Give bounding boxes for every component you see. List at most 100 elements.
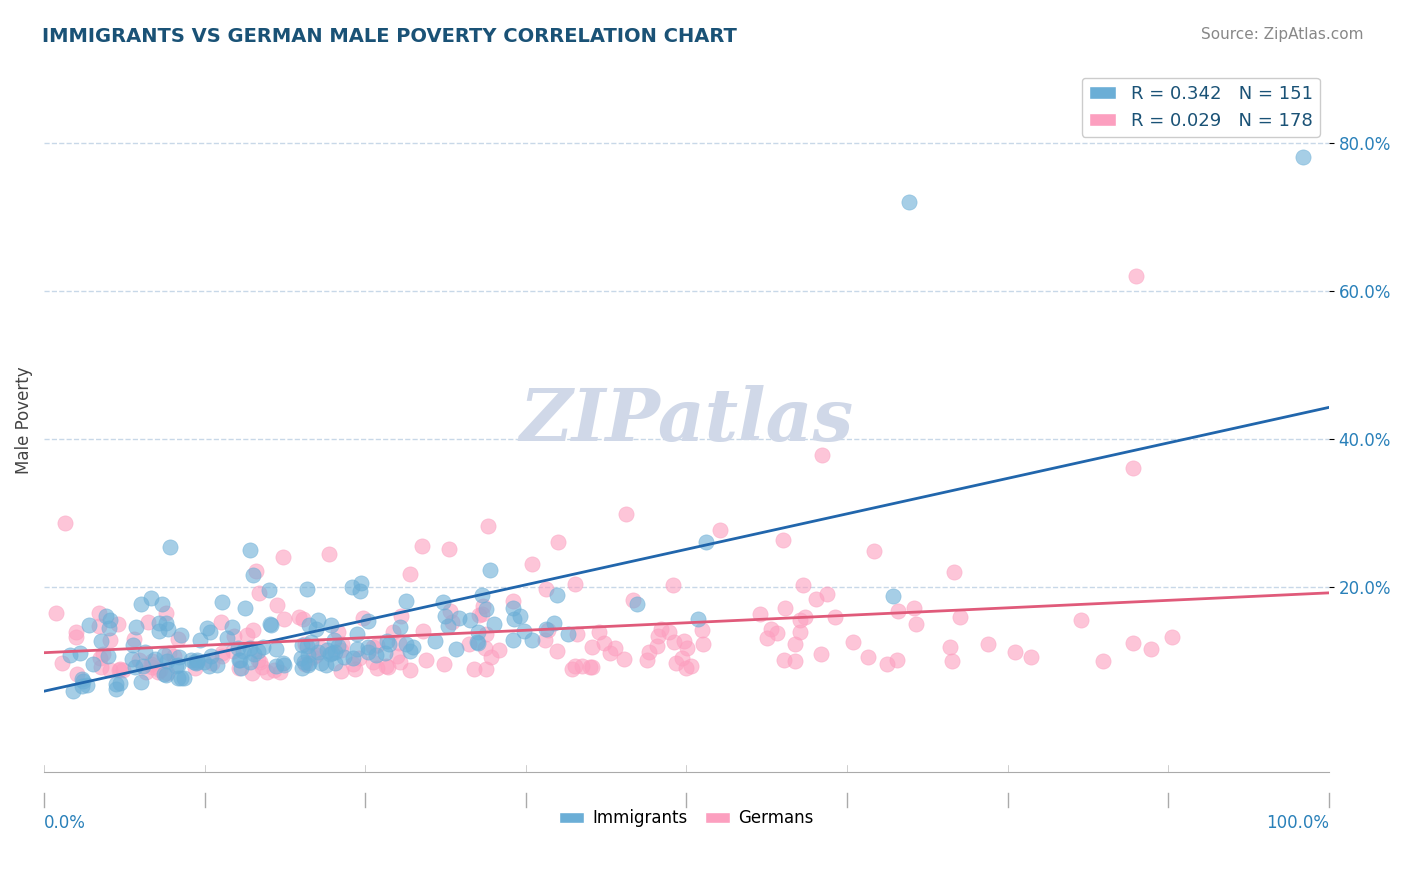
Point <box>98 613 121 627</box>
Point <box>125 620 148 634</box>
Point <box>564 658 586 673</box>
Point <box>200 648 222 663</box>
Point <box>156 665 179 680</box>
Point <box>1091 654 1114 668</box>
Point <box>309 640 332 655</box>
Point <box>411 540 433 554</box>
Point <box>1122 636 1144 650</box>
Point <box>319 618 342 632</box>
Point <box>167 649 190 664</box>
Point <box>45 606 67 620</box>
Point <box>882 590 904 604</box>
Point <box>557 627 579 641</box>
Point <box>773 600 796 615</box>
Point <box>503 612 526 626</box>
Point <box>65 630 87 644</box>
Point <box>366 638 388 652</box>
Point <box>290 651 312 665</box>
Point <box>1019 650 1042 665</box>
Point <box>333 649 356 664</box>
Point <box>167 632 190 646</box>
Point <box>675 641 697 656</box>
Point <box>475 602 498 616</box>
Point <box>686 612 709 626</box>
Point <box>636 653 658 667</box>
Point <box>876 657 898 671</box>
Point <box>236 628 259 642</box>
Point <box>941 654 963 668</box>
Point <box>374 647 396 661</box>
Point <box>897 194 920 209</box>
Point <box>157 622 180 636</box>
Point <box>211 649 233 664</box>
Point <box>183 655 205 669</box>
Point <box>665 657 688 671</box>
Point <box>388 635 411 649</box>
Point <box>357 645 380 659</box>
Point <box>231 660 253 674</box>
Point <box>250 660 273 674</box>
Point <box>471 588 494 602</box>
Point <box>449 610 471 624</box>
Point <box>295 639 318 653</box>
Point <box>264 659 287 673</box>
Point <box>647 629 669 643</box>
Point <box>302 650 325 665</box>
Point <box>242 623 264 637</box>
Point <box>579 660 602 674</box>
Point <box>66 666 89 681</box>
Point <box>439 541 461 556</box>
Point <box>155 668 177 682</box>
Point <box>96 609 118 624</box>
Point <box>167 671 190 685</box>
Point <box>51 656 73 670</box>
Point <box>105 681 128 696</box>
Point <box>325 656 347 670</box>
Point <box>98 663 121 677</box>
Point <box>292 655 315 669</box>
Point <box>658 625 681 640</box>
Point <box>346 627 368 641</box>
Point <box>467 625 489 640</box>
Point <box>645 640 668 654</box>
Point <box>110 676 132 690</box>
Point <box>672 633 695 648</box>
Point <box>330 637 353 651</box>
Point <box>488 642 510 657</box>
Point <box>564 576 586 591</box>
Point <box>474 640 496 655</box>
Point <box>789 624 811 639</box>
Point <box>942 566 965 580</box>
Point <box>792 577 814 591</box>
Point <box>766 626 789 640</box>
Point <box>565 627 588 641</box>
Point <box>167 657 190 672</box>
Point <box>294 637 316 651</box>
Point <box>131 674 153 689</box>
Point <box>72 673 94 688</box>
Point <box>263 663 285 677</box>
Point <box>180 653 202 667</box>
Point <box>288 609 311 624</box>
Point <box>543 615 565 630</box>
Point <box>198 625 221 640</box>
Point <box>305 648 328 663</box>
Point <box>773 653 796 667</box>
Point <box>124 660 146 674</box>
Point <box>273 658 295 673</box>
Point <box>131 597 153 611</box>
Point <box>626 597 648 611</box>
Point <box>297 648 319 663</box>
Point <box>344 662 367 676</box>
Point <box>156 654 179 668</box>
Point <box>479 649 502 664</box>
Point <box>1125 268 1147 283</box>
Point <box>247 585 270 599</box>
Point <box>162 649 184 664</box>
Point <box>432 595 454 609</box>
Point <box>157 646 180 660</box>
Point <box>347 651 370 665</box>
Point <box>184 656 207 670</box>
Point <box>315 657 337 672</box>
Point <box>316 643 339 657</box>
